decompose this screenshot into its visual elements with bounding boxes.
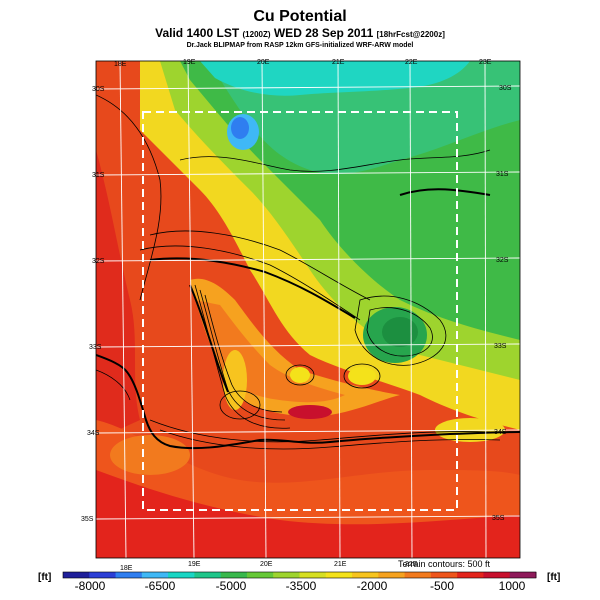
bottom-lon-labels: 18E 19E 20E 21E 22E <box>120 561 418 572</box>
legend-color-swatch <box>220 572 248 578</box>
terrain-contours <box>96 94 501 450</box>
lat-label-left: 31S <box>92 172 105 179</box>
lat-label-right: 33S <box>494 343 507 350</box>
lon-label-top: 19E <box>183 59 196 66</box>
right-lat-labels: 30S 31S 32S 33S 34S 35S <box>492 85 512 522</box>
lat-label-right: 35S <box>492 515 505 522</box>
legend-color-swatch <box>352 572 379 578</box>
terrain-contour-note: Terrain contours: 500 ft <box>398 559 491 569</box>
legend-color-swatch <box>115 572 143 578</box>
legend-unit-right: [ft] <box>547 572 561 583</box>
map-title: Cu Potential <box>253 8 347 25</box>
lon-label-top: 21E <box>332 59 345 66</box>
lat-label-left: 33S <box>89 344 102 351</box>
legend-color-swatch <box>299 572 327 578</box>
lon-label-top: 23E <box>479 59 492 66</box>
lat-label-right: 30S <box>499 85 512 92</box>
lon-label-bottom: 19E <box>188 561 201 568</box>
map-subtitle: Valid 1400 LST (1200Z) WED 28 Sep 2011 [… <box>0 26 600 40</box>
lon-label-top: 20E <box>257 59 270 66</box>
left-lat-labels: 30S 31S 32S 33S 34S 35S <box>81 86 105 523</box>
legend-color-swatch <box>404 572 432 578</box>
valid-utc: (1200Z) <box>242 30 271 39</box>
legend-color-swatch <box>378 572 406 578</box>
legend-color-swatch <box>430 572 458 578</box>
lon-label-bottom: 18E <box>120 565 133 572</box>
lon-label-bottom: 20E <box>260 561 273 568</box>
legend-color-swatch <box>63 572 90 578</box>
lat-label-left: 35S <box>81 516 94 523</box>
lat-label-right: 32S <box>496 257 509 264</box>
legend-color-swatch <box>194 572 222 578</box>
forecast-info: [18hrFcst@2200z] <box>376 30 445 39</box>
legend-tick-label: -6500 <box>144 579 176 593</box>
legend-tick-label: -8000 <box>74 579 106 593</box>
lon-label-top: 18E <box>114 61 127 68</box>
lat-lon-grid <box>96 61 520 558</box>
map-frame <box>95 60 521 559</box>
legend-color-swatch <box>246 572 274 578</box>
legend-color-swatch <box>483 572 511 578</box>
lon-label-top: 22E <box>405 59 418 66</box>
legend-tick-label: -5000 <box>215 579 247 593</box>
lat-label-left: 34S <box>87 430 100 437</box>
legend-unit-left: [ft] <box>38 572 52 583</box>
legend-color-swatch <box>89 572 117 578</box>
legend-bar-frame <box>62 571 537 579</box>
lon-label-bottom: 21E <box>334 561 347 568</box>
legend-color-swatch <box>168 572 195 578</box>
legend-tick-label: -2000 <box>356 579 388 593</box>
legend-color-swatch <box>273 572 300 578</box>
lat-label-left: 30S <box>92 86 105 93</box>
lon-label-bottom: 22E <box>405 561 418 568</box>
top-lon-labels: 18E 19E 20E 21E 22E 23E <box>114 59 492 68</box>
valid-time: Valid 1400 LST <box>155 26 240 40</box>
inner-domain-box <box>142 111 458 511</box>
lat-label-right: 34S <box>494 429 507 436</box>
legend-tick-label: 1000 <box>498 579 526 593</box>
lat-label-right: 31S <box>496 171 509 178</box>
legend-color-bar <box>62 571 537 579</box>
legend-tick-label: -3500 <box>285 579 317 593</box>
legend-tick-label: -500 <box>429 579 455 593</box>
legend-color-swatch <box>509 572 537 578</box>
legend-color-swatch <box>457 572 484 578</box>
map-field <box>96 61 520 558</box>
coastline <box>96 188 520 450</box>
legend-color-swatch <box>141 572 169 578</box>
legend-color-swatch <box>325 572 353 578</box>
model-credit: Dr.Jack BLIPMAP from RASP 12km GFS-initi… <box>186 42 414 49</box>
lat-label-left: 32S <box>92 258 105 265</box>
valid-date: WED 28 Sep 2011 <box>273 26 374 40</box>
